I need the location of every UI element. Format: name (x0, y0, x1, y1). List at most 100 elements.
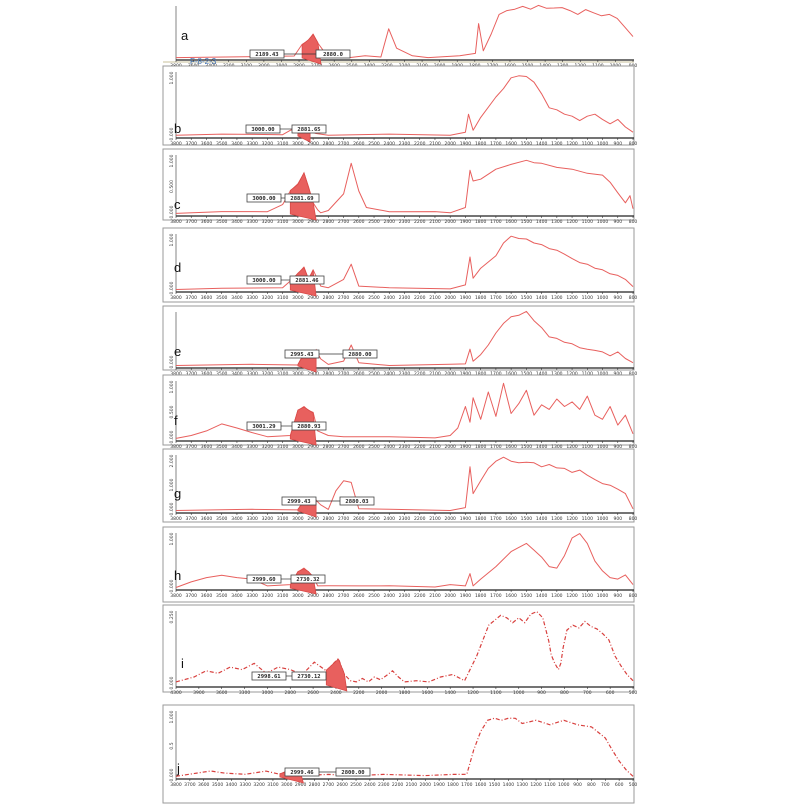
y-tick-label: 0.000 (169, 579, 175, 592)
x-tick-label: 3500 (216, 593, 228, 599)
panel-letter: f (174, 413, 178, 428)
spectrum-panel-d: 3800 3700 3600 3500 3400 3300 3200 3100 3000 2900… (162, 227, 637, 303)
x-tick-label: 2400 (384, 516, 396, 522)
x-tick-label: 3600 (201, 141, 213, 147)
x-tick-label: 2900 (307, 219, 319, 225)
x-tick-label: 3600 (201, 219, 213, 225)
x-tick-label: 2900 (307, 516, 319, 522)
x-tick-label: 3400 (231, 141, 243, 147)
x-tick-label: 3400 (231, 371, 243, 377)
x-tick-label: 2600 (353, 295, 365, 301)
x-tick-label: 3500 (216, 516, 228, 522)
panel-letter: j (176, 761, 180, 776)
x-tick-label: 1600 (505, 141, 517, 147)
x-tick-label: 1900 (460, 516, 472, 522)
x-tick-label: 3100 (267, 782, 279, 788)
x-tick-label: 1300 (551, 516, 563, 522)
x-tick-label: 3100 (277, 295, 289, 301)
x-tick-label: 600 (606, 690, 615, 696)
peak-callout-value: 2881.65 (297, 127, 320, 133)
x-tick-label: 3200 (253, 782, 265, 788)
x-tick-label: 500 (629, 782, 638, 788)
x-tick-label: 3700 (186, 141, 198, 147)
x-tick-label: 2200 (392, 782, 404, 788)
x-tick-label: 3000 (262, 690, 274, 696)
x-tick-label: 3400 (226, 782, 238, 788)
x-tick-label: 1800 (475, 516, 487, 522)
x-tick-label: 1600 (505, 295, 517, 301)
x-tick-label: 2900 (307, 295, 319, 301)
x-tick-label: 1500 (521, 444, 533, 450)
x-tick-label: 1200 (566, 516, 578, 522)
y-tick-label: 0.000 (169, 502, 175, 515)
x-tick-label: 2000 (444, 371, 456, 377)
y-tick-label: 0.5 (169, 742, 175, 749)
x-tick-label: 1700 (490, 141, 502, 147)
panel-letter: a (181, 28, 189, 43)
x-tick-label: 1100 (582, 444, 594, 450)
x-tick-label: 1100 (490, 690, 502, 696)
x-tick-label: 2600 (353, 219, 365, 225)
x-tick-label: 1300 (551, 444, 563, 450)
panel-frame (162, 448, 635, 523)
x-tick-label: 2900 (307, 444, 319, 450)
x-tick-label: 1600 (505, 444, 517, 450)
x-tick-label: 3200 (262, 141, 274, 147)
x-tick-label: 1100 (582, 371, 594, 377)
panel-frame (162, 526, 635, 603)
x-tick-label: 2500 (368, 593, 380, 599)
peak-callout-value: 2995.43 (290, 352, 313, 358)
x-tick-label: 3500 (216, 141, 228, 147)
x-tick-label: 3000 (292, 371, 304, 377)
x-tick-label: 2900 (307, 593, 319, 599)
y-tick-label: 1.000 (169, 478, 175, 491)
x-tick-label: 2300 (399, 371, 411, 377)
spectrum-panel-j: 3800 3700 3600 3500 3400 3300 3200 3100 3000 2900… (162, 704, 638, 804)
x-tick-label: 1700 (490, 295, 502, 301)
peak-callout-value: 2999.46 (290, 770, 314, 776)
peak-callout-value: 3001.29 (252, 424, 275, 430)
x-tick-label: 700 (583, 690, 592, 696)
panel-frame (162, 374, 635, 446)
peak-callout-value: 3000.00 (252, 278, 275, 284)
x-tick-label: 3700 (184, 782, 196, 788)
x-tick-label: 2000 (444, 444, 456, 450)
y-tick-label: 0.000 (169, 205, 175, 218)
x-tick-label: 3300 (246, 516, 258, 522)
y-tick-label: 0.000 (169, 127, 175, 140)
x-tick-label: 1100 (544, 782, 556, 788)
x-tick-label: 2300 (399, 219, 411, 225)
x-tick-label: 800 (629, 371, 638, 377)
x-tick-label: 3800 (170, 371, 182, 377)
x-tick-label: 1200 (566, 371, 578, 377)
x-tick-label: 900 (537, 690, 546, 696)
x-tick-label: 900 (573, 782, 582, 788)
x-tick-label: 2300 (399, 295, 411, 301)
x-tick-label: 3400 (231, 219, 243, 225)
x-tick-label: 1400 (536, 593, 548, 599)
peak-callout-value: 2880.0 (323, 52, 343, 58)
x-tick-label: 2700 (323, 782, 335, 788)
x-tick-label: 1800 (475, 371, 487, 377)
x-tick-label: 900 (613, 295, 622, 301)
y-tick-label: 1.000 (169, 71, 175, 84)
y-tick-label: 1.000 (169, 233, 175, 246)
x-tick-label: 2300 (399, 593, 411, 599)
x-tick-label: 1700 (490, 516, 502, 522)
x-tick-label: 3500 (216, 444, 228, 450)
panel-letter: c (174, 197, 181, 212)
x-tick-label: 3200 (262, 444, 274, 450)
x-tick-label: 2200 (414, 516, 426, 522)
x-tick-label: 500 (629, 690, 638, 696)
spectrum-panel-g: 3800 3700 3600 3500 3400 3300 3200 3100 3000 2900… (162, 448, 638, 523)
x-tick-label: 800 (629, 516, 638, 522)
x-tick-label: 1000 (597, 593, 609, 599)
x-tick-label: 2700 (338, 593, 350, 599)
x-tick-label: 1000 (558, 782, 570, 788)
x-tick-label: 1300 (551, 219, 563, 225)
x-tick-label: 2000 (444, 219, 456, 225)
x-tick-label: 1200 (467, 690, 479, 696)
x-tick-label: 1000 (597, 444, 609, 450)
x-tick-label: 2900 (295, 782, 307, 788)
x-tick-label: 3300 (246, 371, 258, 377)
